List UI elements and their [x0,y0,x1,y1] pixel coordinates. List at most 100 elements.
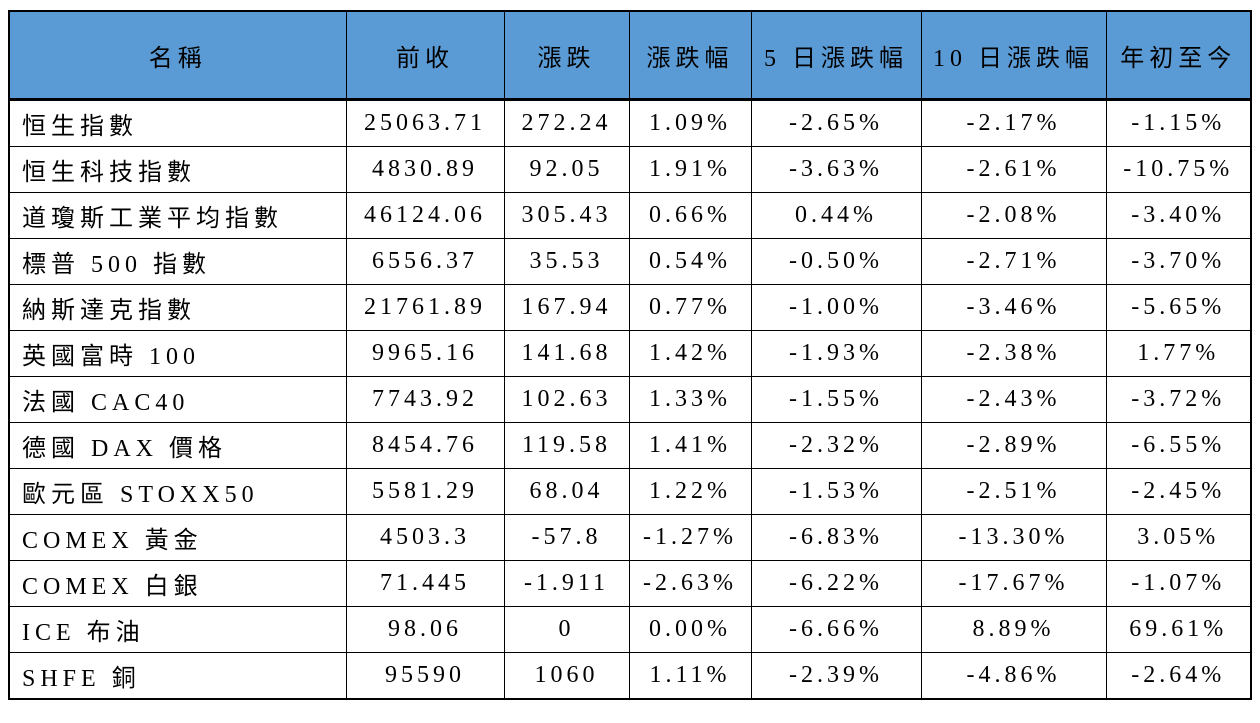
cell-change: 119.58 [503,422,630,469]
cell-prev_close: 4503.3 [345,514,505,561]
cell-change_pct: 0.77% [628,284,752,331]
cell-change_10d: -2.38% [920,330,1107,377]
cell-change_pct: 0.66% [628,192,752,239]
cell-change: 102.63 [503,376,630,423]
cell-change_10d: -17.67% [920,560,1107,607]
cell-change: 92.05 [503,146,630,193]
cell-ytd: -3.72% [1105,376,1252,423]
table-row: COMEX 黃金 4503.3 -57.8 -1.27% -6.83% -13.30% 3.… [8,514,1252,561]
cell-name: 納斯達克指數 [8,284,347,331]
cell-prev_close: 5581.29 [345,468,505,515]
cell-change_5d: 0.44% [750,192,922,239]
column-header-change: 漲跌 [503,10,630,101]
cell-ytd: 69.61% [1105,606,1252,653]
cell-prev_close: 7743.92 [345,376,505,423]
column-header-name: 名稱 [8,10,347,101]
market-index-table: 名稱 前收 漲跌 漲跌幅 5 日漲跌幅 10 日漲跌幅 年初至今 恒生指數 25063.71 2… [8,10,1252,700]
cell-ytd: -1.15% [1105,99,1252,147]
cell-change: -57.8 [503,514,630,561]
cell-prev_close: 46124.06 [345,192,505,239]
cell-change_10d: -2.08% [920,192,1107,239]
cell-change: 0 [503,606,630,653]
cell-change: 167.94 [503,284,630,331]
cell-ytd: -1.07% [1105,560,1252,607]
cell-name: COMEX 黃金 [8,514,347,561]
table-row: ICE 布油 98.06 0 0.00% -6.66% 8.89% 69.61% [8,606,1252,653]
cell-change_10d: -2.61% [920,146,1107,193]
cell-change_10d: -2.17% [920,99,1107,147]
cell-change_5d: -1.53% [750,468,922,515]
cell-prev_close: 4830.89 [345,146,505,193]
cell-ytd: -3.70% [1105,238,1252,285]
cell-prev_close: 25063.71 [345,99,505,147]
cell-ytd: -2.45% [1105,468,1252,515]
column-header-change_5d: 5 日漲跌幅 [750,10,922,101]
cell-name: 法國 CAC40 [8,376,347,423]
cell-change: 68.04 [503,468,630,515]
cell-change_pct: 0.00% [628,606,752,653]
cell-change_10d: -2.43% [920,376,1107,423]
cell-change: 1060 [503,652,630,700]
cell-name: 道瓊斯工業平均指數 [8,192,347,239]
table-body: 恒生指數 25063.71 272.24 1.09% -2.65% -2.17% -1.15… [8,99,1252,700]
cell-prev_close: 95590 [345,652,505,700]
cell-change: 272.24 [503,99,630,147]
cell-change_5d: -6.66% [750,606,922,653]
cell-ytd: -6.55% [1105,422,1252,469]
cell-prev_close: 9965.16 [345,330,505,377]
cell-name: 標普 500 指數 [8,238,347,285]
column-header-change_10d: 10 日漲跌幅 [920,10,1107,101]
cell-change_pct: 1.33% [628,376,752,423]
cell-ytd: -10.75% [1105,146,1252,193]
table-row: 法國 CAC40 7743.92 102.63 1.33% -1.55% -2.43% -3… [8,376,1252,423]
cell-change_pct: 1.09% [628,99,752,147]
table-row: 恒生科技指數 4830.89 92.05 1.91% -3.63% -2.61% -10.7… [8,146,1252,193]
cell-change_5d: -2.39% [750,652,922,700]
cell-change: 35.53 [503,238,630,285]
cell-change_pct: 1.91% [628,146,752,193]
cell-change: -1.911 [503,560,630,607]
cell-ytd: 3.05% [1105,514,1252,561]
cell-change_10d: -2.71% [920,238,1107,285]
cell-change: 141.68 [503,330,630,377]
cell-name: SHFE 銅 [8,652,347,700]
table-header: 名稱 前收 漲跌 漲跌幅 5 日漲跌幅 10 日漲跌幅 年初至今 [8,10,1252,101]
cell-change_10d: -2.89% [920,422,1107,469]
cell-prev_close: 98.06 [345,606,505,653]
table-row: 納斯達克指數 21761.89 167.94 0.77% -1.00% -3.46% -5.… [8,284,1252,331]
table-row: 歐元區 STOXX50 5581.29 68.04 1.22% -1.53% -2.51%… [8,468,1252,515]
cell-change_pct: 1.11% [628,652,752,700]
cell-change_10d: -2.51% [920,468,1107,515]
cell-change_pct: 0.54% [628,238,752,285]
cell-change_10d: -13.30% [920,514,1107,561]
cell-change_5d: -0.50% [750,238,922,285]
cell-name: 德國 DAX 價格 [8,422,347,469]
cell-change_pct: -1.27% [628,514,752,561]
cell-prev_close: 8454.76 [345,422,505,469]
cell-change: 305.43 [503,192,630,239]
table-row: SHFE 銅 95590 1060 1.11% -2.39% -4.86% -2.64% [8,652,1252,700]
cell-ytd: -2.64% [1105,652,1252,700]
cell-change_10d: -3.46% [920,284,1107,331]
cell-prev_close: 71.445 [345,560,505,607]
table-row: 標普 500 指數 6556.37 35.53 0.54% -0.50% -2.71% -3… [8,238,1252,285]
cell-ytd: -3.40% [1105,192,1252,239]
cell-name: 恒生科技指數 [8,146,347,193]
cell-name: 英國富時 100 [8,330,347,377]
cell-change_5d: -6.22% [750,560,922,607]
table-row: 道瓊斯工業平均指數 46124.06 305.43 0.66% 0.44% -2.08% -… [8,192,1252,239]
table-row: 英國富時 100 9965.16 141.68 1.42% -1.93% -2.38% 1.… [8,330,1252,377]
cell-change_5d: -1.00% [750,284,922,331]
column-header-prev_close: 前收 [345,10,505,101]
table-row: 德國 DAX 價格 8454.76 119.58 1.41% -2.32% -2.89% -… [8,422,1252,469]
column-header-change_pct: 漲跌幅 [628,10,752,101]
cell-name: 恒生指數 [8,99,347,147]
cell-change_5d: -6.83% [750,514,922,561]
cell-change_10d: -4.86% [920,652,1107,700]
cell-name: 歐元區 STOXX50 [8,468,347,515]
cell-name: ICE 布油 [8,606,347,653]
cell-change_10d: 8.89% [920,606,1107,653]
cell-change_pct: 1.41% [628,422,752,469]
cell-ytd: 1.77% [1105,330,1252,377]
